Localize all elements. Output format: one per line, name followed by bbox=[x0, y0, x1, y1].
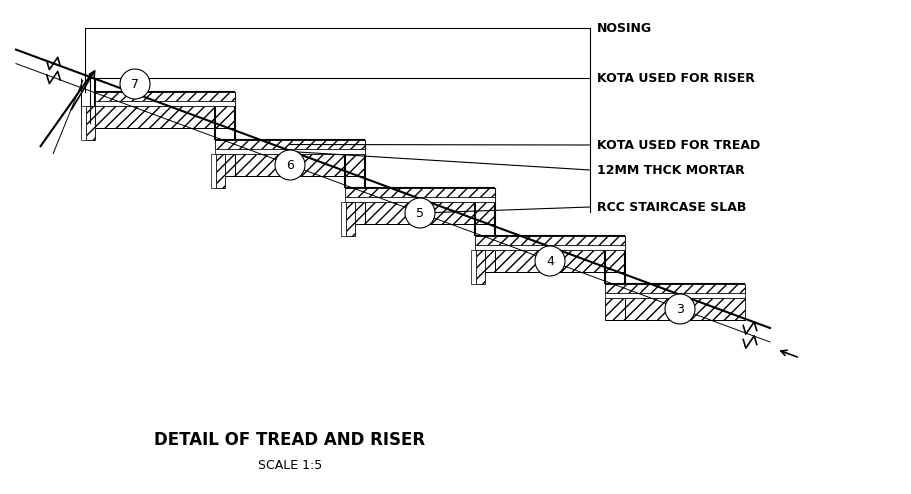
Text: 6: 6 bbox=[286, 159, 293, 171]
Circle shape bbox=[664, 294, 694, 324]
Text: 3: 3 bbox=[675, 302, 683, 316]
Circle shape bbox=[404, 198, 435, 228]
Text: DETAIL OF TREAD AND RISER: DETAIL OF TREAD AND RISER bbox=[154, 431, 425, 449]
Bar bbox=[215, 149, 364, 154]
Bar bbox=[475, 250, 624, 272]
Bar bbox=[210, 154, 216, 188]
Text: NOSING: NOSING bbox=[597, 22, 651, 35]
Bar bbox=[604, 284, 744, 293]
Bar bbox=[81, 106, 86, 140]
Bar bbox=[215, 154, 364, 176]
Polygon shape bbox=[40, 61, 754, 325]
Circle shape bbox=[120, 69, 149, 99]
Bar bbox=[470, 250, 476, 284]
Text: SCALE 1:5: SCALE 1:5 bbox=[258, 458, 322, 471]
Circle shape bbox=[275, 150, 304, 180]
Bar bbox=[215, 140, 364, 149]
Bar bbox=[345, 202, 354, 236]
Text: KOTA USED FOR TREAD: KOTA USED FOR TREAD bbox=[597, 138, 760, 152]
Bar bbox=[341, 202, 345, 236]
Text: 12MM THCK MORTAR: 12MM THCK MORTAR bbox=[597, 164, 744, 176]
Bar bbox=[95, 92, 235, 101]
Bar bbox=[216, 154, 225, 188]
Bar bbox=[475, 236, 624, 245]
Text: KOTA USED FOR RISER: KOTA USED FOR RISER bbox=[597, 72, 754, 84]
Text: 7: 7 bbox=[131, 78, 138, 90]
Text: RCC STAIRCASE SLAB: RCC STAIRCASE SLAB bbox=[597, 201, 745, 213]
Circle shape bbox=[535, 246, 565, 276]
Bar bbox=[86, 106, 95, 140]
Bar bbox=[344, 197, 495, 202]
Bar bbox=[344, 188, 495, 197]
Bar bbox=[344, 202, 495, 224]
Bar bbox=[95, 106, 235, 128]
Bar bbox=[95, 101, 235, 106]
Text: 5: 5 bbox=[415, 206, 424, 219]
Bar bbox=[604, 298, 744, 320]
Bar bbox=[604, 293, 744, 298]
Bar bbox=[475, 245, 624, 250]
Bar bbox=[476, 250, 485, 284]
Text: 4: 4 bbox=[546, 254, 553, 267]
